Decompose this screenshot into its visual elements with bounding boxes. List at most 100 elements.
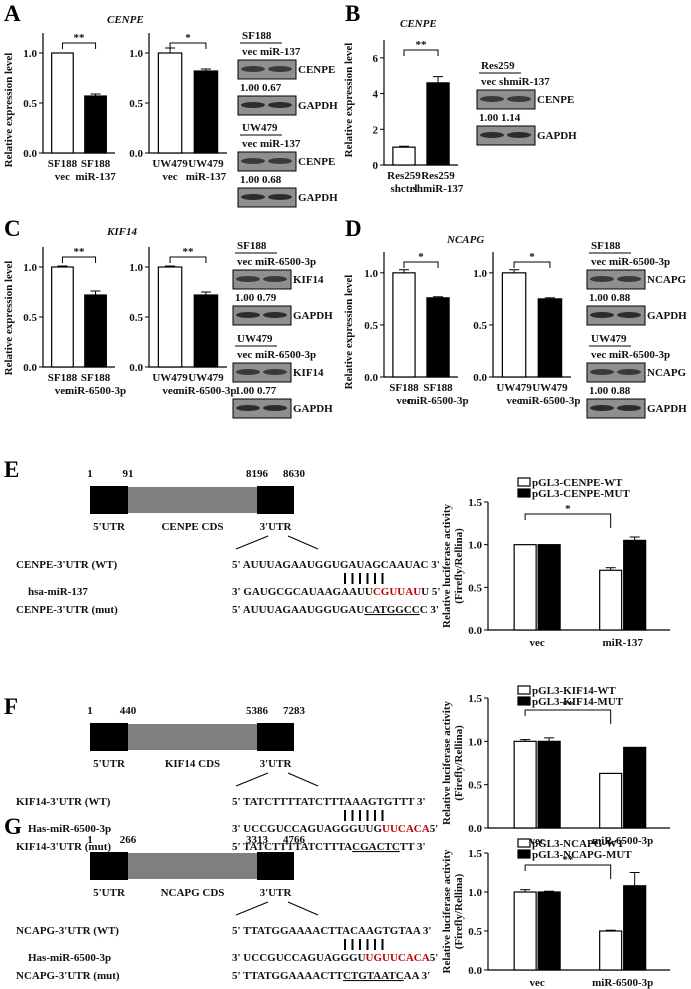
y-axis-label: (Firefly/Rellina)	[453, 873, 465, 949]
blot-lanes: vec miR-137	[242, 138, 301, 150]
position-label: 440	[120, 705, 137, 717]
sequence-flank: 5'	[430, 952, 439, 964]
band	[241, 158, 265, 164]
y-tick-label: 0.5	[364, 320, 378, 332]
bar	[599, 569, 623, 631]
sequence: 5' TATCTTTTATCTTTAAAGTGTTT 3'	[232, 796, 426, 808]
bar	[513, 740, 537, 829]
group-label: miR-137	[603, 637, 644, 649]
y-axis-label: Relative luciferase activity	[441, 849, 453, 974]
position-label: 8196	[246, 468, 269, 480]
sequence-label: hsa-miR-137	[28, 586, 88, 598]
region-label: CENPE CDS	[161, 521, 223, 533]
bar	[157, 52, 183, 154]
sequence-label: NCAPG-3'UTR (WT)	[16, 925, 119, 937]
position-label: 3313	[246, 834, 269, 846]
y-tick-label: 0.5	[23, 312, 37, 324]
bar	[426, 82, 450, 166]
category-label: SF188	[81, 372, 111, 384]
blot-band-control	[232, 398, 292, 419]
sequence-flank: TT 3'	[400, 796, 426, 808]
band	[590, 312, 614, 318]
blot-band-control	[586, 398, 646, 419]
blot-control-label: GAPDH	[298, 100, 338, 112]
region-label: NCAPG CDS	[161, 887, 225, 899]
bar	[193, 294, 219, 368]
band	[617, 276, 641, 282]
region-label: 3'UTR	[260, 887, 293, 899]
sequence-seed: CTGTAATC	[343, 970, 404, 982]
legend-swatch	[517, 849, 531, 859]
category-label: miR-6500-3p	[65, 385, 126, 397]
panel-letter-f: F	[4, 694, 18, 719]
category-label: vec	[162, 171, 177, 183]
legend-label: pGL3-CENPE-WT	[532, 477, 623, 489]
band	[268, 66, 292, 72]
legend-label: pGL3-NCAPG-MUT	[532, 849, 632, 861]
significance-bracket	[61, 42, 97, 49]
significance-bracket	[169, 42, 207, 49]
y-tick-label: 1.0	[468, 887, 482, 899]
blot-protein-label: KIF14	[293, 274, 324, 286]
position-label: 5386	[246, 705, 269, 717]
utr3-block	[257, 486, 294, 514]
bar	[51, 52, 74, 154]
category-label: shmiR-137	[413, 183, 464, 195]
bar	[513, 891, 537, 971]
band	[617, 312, 641, 318]
legend-swatch	[517, 838, 531, 848]
category-label: vec	[162, 385, 177, 397]
category-label: UW479	[188, 158, 224, 170]
y-axis-label: Relative luciferase activity	[441, 504, 453, 629]
utr3-block	[257, 852, 294, 880]
legend-label: pGL3-KIF14-MUT	[532, 696, 624, 708]
blot-band-target	[232, 269, 292, 290]
sequence: 3' UCCGUCCAGUAGGGUUGUUCACA5'	[232, 823, 438, 835]
significance-bracket	[513, 261, 551, 268]
category-label: SF188	[48, 372, 78, 384]
blot-band-control	[232, 305, 292, 326]
category-label: miR-137	[75, 171, 116, 183]
y-tick-label: 6	[373, 53, 379, 65]
band	[590, 369, 614, 375]
sequence-flank: 5' TTATGGAAAACTTA	[232, 925, 350, 937]
bar	[623, 539, 647, 631]
blot-quantification: 1.00 0.79	[235, 292, 277, 304]
sequence-flank: 3' GAUGCGCAUAAGAAUU	[232, 586, 373, 598]
panel-letter-g: G	[4, 814, 22, 839]
y-tick-label: 1.0	[468, 540, 482, 552]
y-tick-label: 1.5	[468, 848, 482, 860]
zoom-line	[235, 772, 269, 787]
bar	[599, 772, 623, 829]
sequence-seed: CAAGTGT	[350, 925, 406, 937]
legend-label: pGL3-CENPE-MUT	[532, 488, 630, 500]
y-tick-label: 4	[373, 89, 379, 101]
band	[507, 96, 531, 102]
y-tick-label: 0.5	[473, 320, 487, 332]
category-label: SF188	[389, 382, 419, 394]
y-tick-label: 1.5	[468, 497, 482, 509]
y-tick-label: 0.5	[129, 98, 143, 110]
y-tick-label: 0.0	[468, 823, 482, 835]
category-label: vec	[55, 385, 70, 397]
sequence: 5' TTATGGAAAACTTCTGTAATCAA 3'	[232, 970, 430, 982]
blot-quantification: 1.00 0.88	[589, 385, 631, 397]
sequence-flank: 5' AUUUAGAAUGGUGAUA	[232, 559, 372, 571]
bar	[623, 885, 647, 971]
utr5-block	[90, 486, 128, 514]
y-tick-label: 0.0	[23, 148, 37, 160]
bar	[513, 544, 537, 631]
blot-control-label: GAPDH	[647, 403, 687, 415]
sequence-label: NCAPG-3'UTR (mut)	[16, 970, 120, 982]
y-tick-label: 0.5	[23, 98, 37, 110]
category-label: UW479	[188, 372, 224, 384]
region-label: 5'UTR	[93, 521, 126, 533]
category-label: miR-6500-3p	[519, 395, 580, 407]
y-tick-label: 0.0	[364, 372, 378, 384]
category-label: Res259	[387, 170, 421, 182]
cds-block	[128, 853, 257, 879]
